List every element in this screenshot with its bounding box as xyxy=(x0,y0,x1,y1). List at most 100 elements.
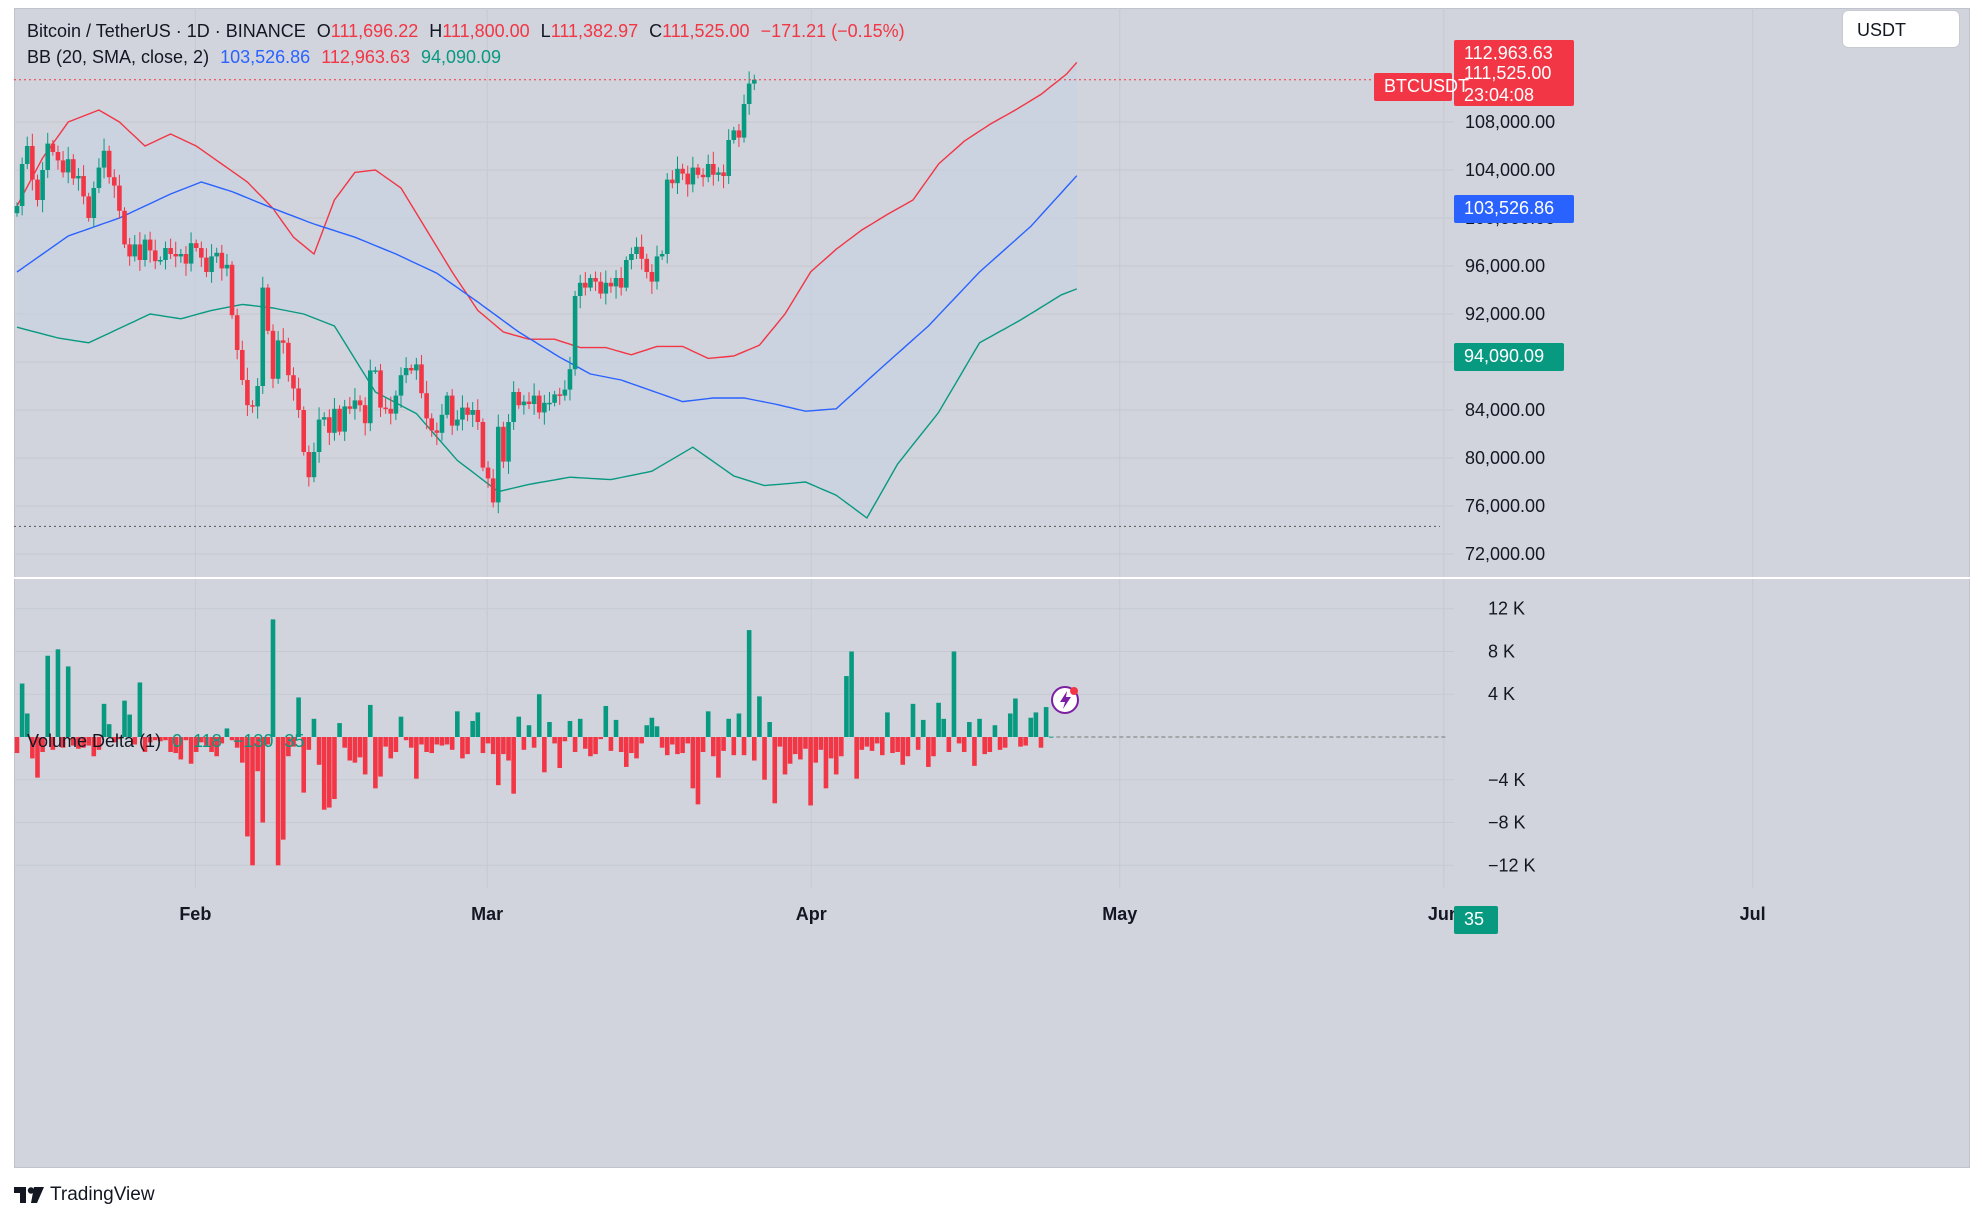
volume-delta-bar xyxy=(408,737,414,748)
candle-body xyxy=(224,264,230,269)
candle-body xyxy=(367,370,373,424)
price-tick-label: 80,000.00 xyxy=(1465,448,1545,468)
last-price-tag[interactable] xyxy=(1454,60,1574,106)
volume-delta-bar xyxy=(260,737,266,823)
volume-delta-bar xyxy=(188,737,194,764)
volume-delta-bar xyxy=(639,737,644,744)
open-label: O xyxy=(316,21,331,41)
low-value: 111,382.97 xyxy=(550,21,639,41)
volume-delta-bar xyxy=(567,720,573,737)
volume-delta-bar xyxy=(536,694,542,737)
volume-delta-bar xyxy=(127,714,132,737)
candle-body xyxy=(260,287,266,386)
candle-body xyxy=(726,140,731,176)
volume-delta-bar xyxy=(915,737,921,750)
volume-delta-bar xyxy=(874,737,880,744)
candle-body xyxy=(76,176,81,179)
volume-delta-legend[interactable]: Volume Delta (1) 0 118 −130 35 xyxy=(27,731,310,752)
volume-delta-bar xyxy=(280,737,286,840)
candle-body xyxy=(419,364,424,394)
candle-body xyxy=(751,79,757,84)
volume-delta-bar xyxy=(286,737,291,757)
volume-delta-bar xyxy=(634,737,639,759)
candle-body xyxy=(296,388,301,410)
volume-delta-bar xyxy=(659,737,665,748)
candle-body xyxy=(311,452,317,478)
candle-body xyxy=(675,168,680,184)
currency-selector-button[interactable]: USDT xyxy=(1842,10,1960,48)
lightning-glyph xyxy=(1060,691,1071,709)
volume-delta-bar xyxy=(726,718,731,737)
volume-delta-bar xyxy=(767,722,772,737)
volume-delta-bar xyxy=(675,737,680,755)
volume-delta-bar xyxy=(562,737,568,742)
candle-body xyxy=(199,248,204,258)
volume-delta-bar xyxy=(214,737,219,757)
candle-body xyxy=(96,167,102,188)
candle-body xyxy=(173,254,179,257)
candle-body xyxy=(291,375,296,389)
volume-delta-bar xyxy=(101,703,107,737)
candle-body xyxy=(357,400,363,406)
candle-body xyxy=(664,179,670,254)
candle-body xyxy=(137,244,143,260)
volume-delta-bar xyxy=(511,737,516,794)
volume-delta-bar xyxy=(1002,737,1008,748)
candle-body xyxy=(183,254,189,264)
candle-body xyxy=(644,258,650,272)
candle-body xyxy=(705,164,711,178)
candle-body xyxy=(106,150,112,178)
candle-body xyxy=(147,239,153,251)
volume-delta-bar xyxy=(265,737,271,745)
bb-lower-value: 94,090.09 xyxy=(420,47,502,67)
candle-body xyxy=(127,244,132,257)
volume-delta-bar xyxy=(347,737,353,761)
volume-delta-bar xyxy=(1043,707,1049,737)
candle-body xyxy=(393,395,399,414)
volume-delta-bar xyxy=(941,718,947,737)
bb-upper-tag[interactable] xyxy=(1454,40,1574,64)
volume-delta-bar xyxy=(455,711,460,737)
candle-body xyxy=(465,407,470,415)
volume-delta-bar xyxy=(209,737,214,752)
high-label: H xyxy=(429,21,443,41)
volume-delta-bar xyxy=(961,737,967,752)
close-value: 111,525.00 xyxy=(662,21,750,41)
candle-body xyxy=(188,243,194,264)
volume-delta-bar xyxy=(577,718,583,737)
volume-delta-bar xyxy=(229,737,235,741)
candle-body xyxy=(557,394,563,396)
volume-delta-bar xyxy=(987,737,993,752)
candle-body xyxy=(414,364,419,371)
volume-delta-bar xyxy=(695,737,701,805)
volume-delta-bar xyxy=(122,700,127,737)
candle-body xyxy=(91,188,97,218)
symbol-tag[interactable] xyxy=(1374,73,1452,101)
volume-delta-tag[interactable] xyxy=(1454,906,1498,934)
volume-delta-bar xyxy=(613,719,619,737)
bb-lower-tag[interactable] xyxy=(1454,343,1564,371)
candle-body xyxy=(373,370,378,372)
vd-value-3: −130 xyxy=(232,731,274,751)
candle-body xyxy=(741,104,747,138)
price-tick-label: 92,000.00 xyxy=(1465,304,1545,324)
volume-delta-bar xyxy=(1033,712,1039,737)
symbol-legend: Bitcoin / TetherUS · 1D · BINANCE O111,6… xyxy=(27,21,911,42)
symbol-title[interactable]: Bitcoin / TetherUS · 1D · BINANCE xyxy=(27,21,306,41)
volume-delta-bar xyxy=(501,737,506,755)
candle-body xyxy=(634,246,639,254)
volume-delta-bar xyxy=(234,737,240,748)
tradingview-logo[interactable]: TradingView xyxy=(14,1184,155,1206)
bb-upper-tag-text: 112,963.63 xyxy=(1464,43,1553,63)
chart-canvas[interactable]: Feb Mar Apr May Jun Jul 108,000.00 104,000.00 10… xyxy=(14,8,1970,1168)
volume-delta-bar xyxy=(178,737,184,760)
volume-delta-bar xyxy=(301,737,307,793)
bb-basis-tag[interactable] xyxy=(1454,195,1574,223)
candle-body xyxy=(204,257,209,272)
bb-legend[interactable]: BB (20, SMA, close, 2) 103,526.86 112,96… xyxy=(27,47,507,68)
price-tick-label: 76,000.00 xyxy=(1465,496,1545,516)
candle-body xyxy=(301,410,307,452)
volume-delta-bar xyxy=(670,737,675,745)
price-tick-label: 72,000.00 xyxy=(1465,544,1545,564)
volume-delta-bar xyxy=(593,737,598,755)
